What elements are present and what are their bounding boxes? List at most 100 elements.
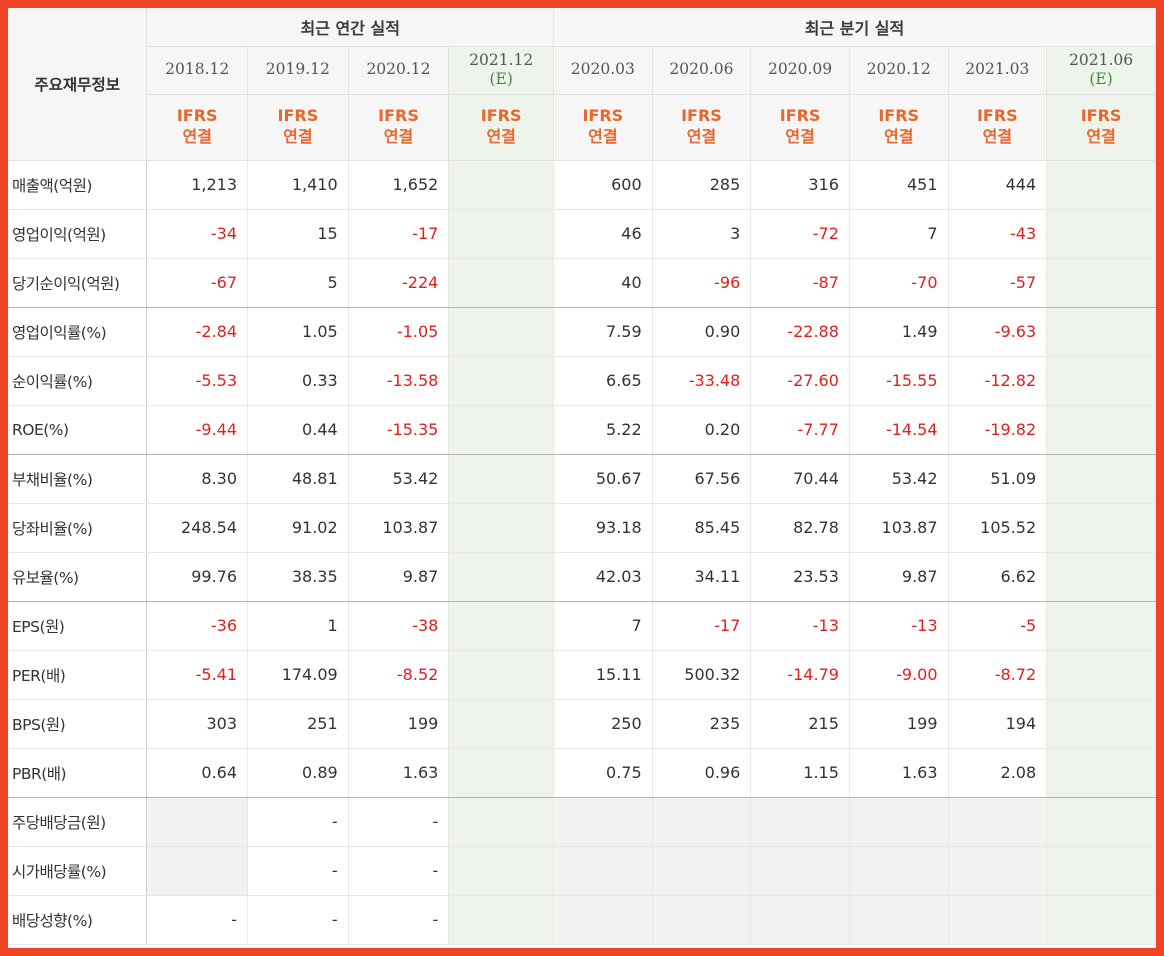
table-cell bbox=[448, 797, 555, 847]
table-cell: -96 bbox=[652, 258, 752, 308]
table-cell bbox=[448, 503, 555, 553]
table-cell: -14.54 bbox=[849, 405, 949, 455]
table-cell bbox=[1046, 846, 1156, 896]
table-cell: 199 bbox=[348, 699, 450, 749]
table-cell: -13 bbox=[750, 601, 850, 651]
table-cell: - bbox=[247, 846, 349, 896]
period-label: 2018.12 bbox=[165, 60, 230, 79]
table-cell: - bbox=[348, 895, 450, 945]
ifrs-label: IFRS bbox=[681, 106, 722, 126]
table-cell bbox=[652, 846, 752, 896]
table-cell: -19.82 bbox=[948, 405, 1048, 455]
table-cell: 0.44 bbox=[247, 405, 349, 455]
table-cell: 3 bbox=[652, 209, 752, 259]
row-label: 유보율(%) bbox=[8, 552, 148, 602]
table-cell: 67.56 bbox=[652, 454, 752, 504]
table-cell: 15 bbox=[247, 209, 349, 259]
table-cell: -5.41 bbox=[146, 650, 249, 700]
table-cell: -9.00 bbox=[849, 650, 949, 700]
table-cell: -1.05 bbox=[348, 307, 450, 357]
table-cell: 5.22 bbox=[553, 405, 653, 455]
table-cell: 9.87 bbox=[348, 552, 450, 602]
table-cell: 9.87 bbox=[849, 552, 949, 602]
table-cell bbox=[849, 797, 949, 847]
table-cell: -5.53 bbox=[146, 356, 249, 406]
table-cell bbox=[750, 846, 850, 896]
table-cell: 85.45 bbox=[652, 503, 752, 553]
table-cell bbox=[1046, 797, 1156, 847]
table-cell: 444 bbox=[948, 160, 1048, 210]
table-cell: -8.72 bbox=[948, 650, 1048, 700]
table-cell: 0.64 bbox=[146, 748, 249, 798]
table-cell bbox=[948, 797, 1048, 847]
ifrs-consolidated-header: IFRS 연결 bbox=[348, 94, 450, 161]
table-row: 매출액(억원) 1,213 1,410 1,652 600 285 316 451 444 bbox=[8, 160, 1156, 210]
table-row: ROE(%) -9.44 0.44 -15.35 5.22 0.20 -7.77 -14.54… bbox=[8, 405, 1156, 455]
table-cell: 6.65 bbox=[553, 356, 653, 406]
table-cell: 2.08 bbox=[948, 748, 1048, 798]
table-cell bbox=[1046, 307, 1156, 357]
row-label: 배당성향(%) bbox=[8, 895, 148, 945]
period-header: 2021.06 (E) bbox=[1046, 46, 1156, 95]
table-row: 부채비율(%) 8.30 48.81 53.42 50.67 67.56 70.44 53.4… bbox=[8, 454, 1156, 504]
table-cell: 8.30 bbox=[146, 454, 249, 504]
table-cell bbox=[750, 895, 850, 945]
table-row: 유보율(%) 99.76 38.35 9.87 42.03 34.11 23.53 9.87 6… bbox=[8, 552, 1156, 602]
table-cell bbox=[448, 895, 555, 945]
table-cell: - bbox=[146, 895, 249, 945]
table-cell bbox=[1046, 405, 1156, 455]
table-cell bbox=[652, 895, 752, 945]
table-cell bbox=[553, 797, 653, 847]
table-cell: 53.42 bbox=[348, 454, 450, 504]
table-cell: -2.84 bbox=[146, 307, 249, 357]
period-header: 2019.12 bbox=[247, 46, 349, 95]
table-row: 영업이익률(%) -2.84 1.05 -1.05 7.59 0.90 -22.88 1.49… bbox=[8, 307, 1156, 357]
table-cell bbox=[448, 601, 555, 651]
period-label: 2020.09 bbox=[768, 60, 833, 79]
ifrs-consolidated-header: IFRS 연결 bbox=[553, 94, 653, 161]
ifrs-label: IFRS bbox=[277, 106, 319, 126]
table-cell bbox=[1046, 503, 1156, 553]
table-cell bbox=[1046, 601, 1156, 651]
ifrs-consolidated-header: IFRS 연결 bbox=[750, 94, 850, 161]
table-cell bbox=[1046, 258, 1156, 308]
ifrs-label: IFRS bbox=[176, 106, 218, 126]
ifrs-consolidated-header: IFRS 연결 bbox=[652, 94, 752, 161]
estimate-label: (E) bbox=[1089, 70, 1113, 88]
table-cell: 7 bbox=[553, 601, 653, 651]
row-label: 영업이익률(%) bbox=[8, 307, 148, 357]
table-cell: 0.75 bbox=[553, 748, 653, 798]
table-cell bbox=[448, 160, 555, 210]
table-cell: -13.58 bbox=[348, 356, 450, 406]
table-cell: 1 bbox=[247, 601, 349, 651]
quarterly-group-header: 최근 분기 실적 bbox=[553, 8, 1156, 47]
table-cell: 248.54 bbox=[146, 503, 249, 553]
table-cell: 250 bbox=[553, 699, 653, 749]
period-header: 2021.03 bbox=[948, 46, 1048, 95]
table-cell: -70 bbox=[849, 258, 949, 308]
consolidation-label: 연결 bbox=[982, 127, 1013, 146]
table-row: BPS(원) 303 251 199 250 235 215 199 194 bbox=[8, 699, 1156, 749]
period-label: 2020.12 bbox=[366, 60, 431, 79]
period-label: 2019.12 bbox=[265, 60, 330, 79]
table-cell: -33.48 bbox=[652, 356, 752, 406]
table-cell: -36 bbox=[146, 601, 249, 651]
ifrs-consolidated-header: IFRS 연결 bbox=[1046, 94, 1156, 161]
table-cell: 103.87 bbox=[348, 503, 450, 553]
table-cell: 451 bbox=[849, 160, 949, 210]
table-row: EPS(원) -36 1 -38 7 -17 -13 -13 -5 bbox=[8, 601, 1156, 651]
period-header: 2021.12 (E) bbox=[448, 46, 555, 95]
table-row: PER(배) -5.41 174.09 -8.52 15.11 500.32 -14.79-… bbox=[8, 650, 1156, 700]
table-cell bbox=[948, 846, 1048, 896]
table-cell: - bbox=[247, 797, 349, 847]
row-label: 당기순이익(억원) bbox=[8, 258, 148, 308]
table-cell: 600 bbox=[553, 160, 653, 210]
consolidation-label: 연결 bbox=[383, 127, 414, 146]
table-cell: 48.81 bbox=[247, 454, 349, 504]
consolidation-label: 연결 bbox=[588, 127, 618, 146]
table-cell: 15.11 bbox=[553, 650, 653, 700]
ifrs-label: IFRS bbox=[878, 106, 920, 126]
table-cell: -224 bbox=[348, 258, 450, 308]
table-cell: 105.52 bbox=[948, 503, 1048, 553]
table-cell bbox=[750, 797, 850, 847]
